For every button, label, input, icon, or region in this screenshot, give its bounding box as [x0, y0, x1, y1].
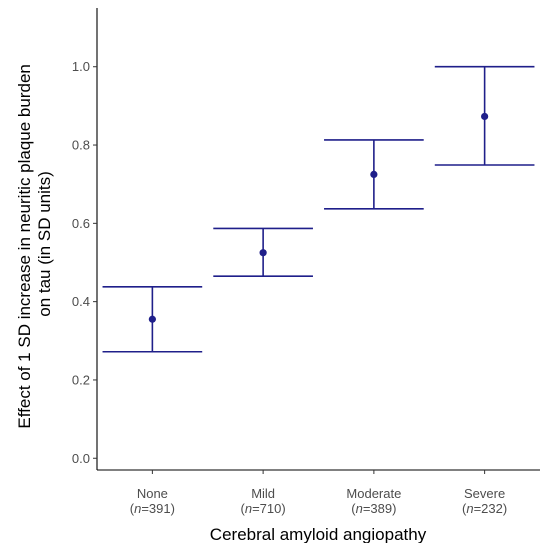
- estimate-point: [259, 249, 267, 257]
- x-tick-count: (n=710): [241, 501, 286, 516]
- y-tick-label: 0.4: [72, 294, 90, 309]
- x-tick-label: Severe: [464, 486, 505, 501]
- x-tick-label: Moderate: [346, 486, 401, 501]
- y-axis-title: Effect of 1 SD increase in neuritic plaq…: [15, 59, 54, 428]
- y-tick-label: 0.0: [72, 451, 90, 466]
- error-bar-severe: [434, 65, 535, 166]
- error-bar-mild: [213, 227, 313, 277]
- x-tick-count: (n=389): [351, 501, 396, 516]
- y-axis: 0.0 0.2 0.4 0.6 0.8 1.0: [72, 8, 98, 470]
- x-tick-label: Mild: [251, 486, 275, 501]
- error-bar-none: [102, 285, 203, 353]
- error-bar-moderate: [324, 139, 424, 210]
- estimate-point: [370, 170, 378, 178]
- x-axis-title: Cerebral amyloid angiopathy: [210, 525, 427, 543]
- y-tick-label: 1.0: [72, 59, 90, 74]
- estimate-point: [481, 112, 489, 121]
- y-tick-label: 0.2: [72, 372, 90, 387]
- x-tick-label: None: [137, 486, 168, 501]
- y-tick-label: 0.8: [72, 138, 90, 153]
- x-tick-count: (n=232): [462, 501, 507, 516]
- error-bars: [102, 65, 535, 353]
- x-axis: None(n=391) Mild(n=710) Moderate(n=389) Sev…: [97, 469, 540, 516]
- y-tick-label: 0.6: [72, 216, 90, 231]
- estimate-point: [148, 315, 156, 323]
- x-tick-count: (n=391): [130, 501, 175, 516]
